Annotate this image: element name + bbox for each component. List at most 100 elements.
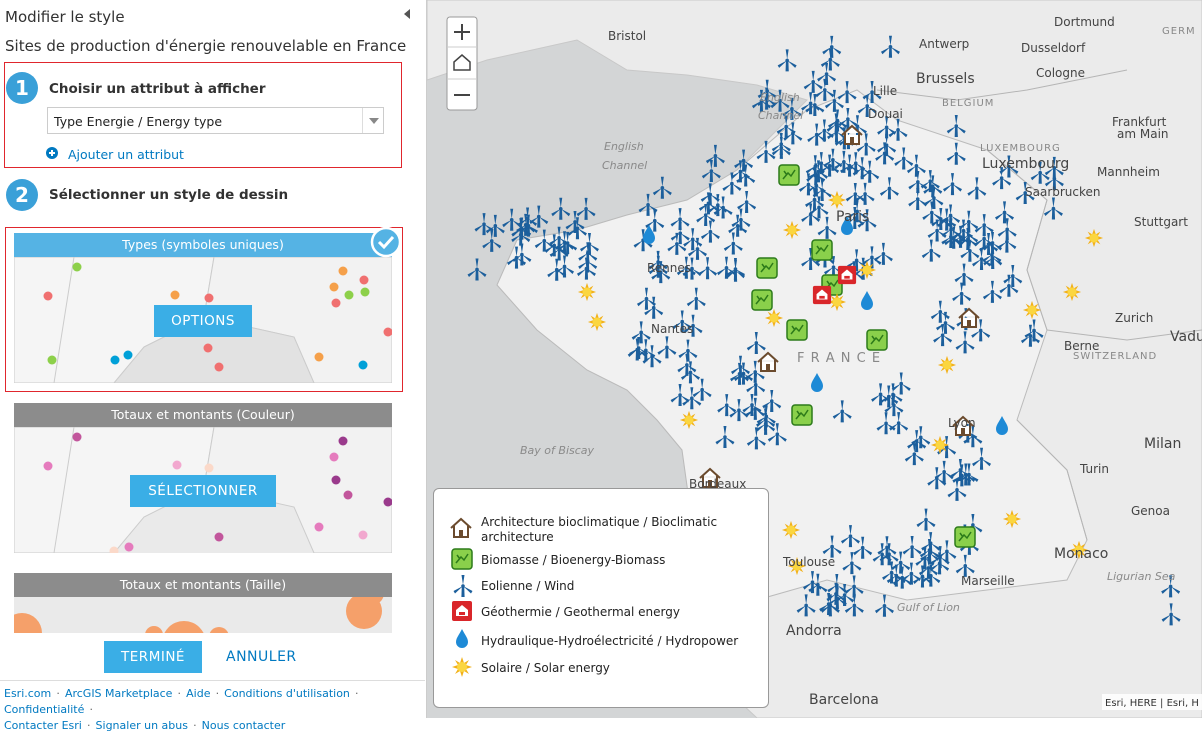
city-label: Toulouse	[782, 555, 835, 569]
biomass-marker	[786, 319, 808, 341]
city-label: Berne	[1064, 339, 1099, 353]
legend-icon	[451, 548, 473, 570]
panel-title: Modifier le style	[5, 8, 125, 26]
legend-icon	[452, 601, 472, 621]
city-label: Douai	[868, 107, 903, 121]
country-label: BELGIUM	[942, 98, 994, 109]
biomass-marker	[866, 329, 888, 351]
city-label: Zurich	[1115, 311, 1153, 325]
footer-link[interactable]: Signaler un abus	[95, 719, 188, 732]
divider	[0, 680, 425, 681]
water-label: English	[760, 91, 800, 104]
separator: ·	[193, 719, 197, 732]
step-number: 2	[6, 179, 38, 211]
done-button[interactable]: TERMINÉ	[104, 641, 202, 673]
zoom-in[interactable]	[454, 24, 470, 40]
city-label: Rennes	[647, 261, 691, 275]
city-label: Marseille	[961, 574, 1015, 588]
options-button[interactable]: OPTIONS	[154, 305, 252, 337]
biomass-marker	[791, 404, 813, 426]
city-label: am Main	[1117, 127, 1169, 141]
card-title: Types (symboles uniques)	[14, 233, 392, 257]
city-label: Nantes	[651, 322, 693, 336]
legend-icon	[452, 657, 472, 677]
city-label: Lyon	[948, 416, 976, 430]
legend-icon	[456, 629, 468, 648]
city-label: Bordeaux	[689, 477, 746, 491]
country-label: F R A N C E	[797, 351, 881, 366]
cancel-button[interactable]: ANNULER	[226, 649, 297, 665]
legend-label: Hydraulique-Hydroélectricité / Hydropowe…	[481, 634, 739, 648]
geothermal-marker	[812, 285, 832, 305]
city-label: Antwerp	[919, 37, 969, 51]
footer-link[interactable]: Confidentialité	[4, 703, 85, 716]
dropdown-arrow	[369, 118, 379, 124]
city-label: Frankfurt	[1112, 115, 1167, 129]
card-title: Totaux et montants (Taille)	[14, 573, 392, 597]
footer-link[interactable]: ArcGIS Marketplace	[64, 687, 173, 700]
step-heading: Choisir un attribut à afficher	[49, 81, 266, 97]
biomass-marker	[756, 257, 778, 279]
step-number: 1	[6, 72, 38, 104]
card-preview	[14, 581, 392, 633]
separator: ·	[355, 687, 359, 700]
city-label: Genoa	[1131, 504, 1170, 518]
legend-label: Architecture bioclimatique / Bioclimatic…	[481, 515, 718, 544]
highlight-box	[4, 62, 402, 168]
select-button[interactable]: SÉLECTIONNER	[130, 475, 276, 507]
water-label: Bay of Biscay	[520, 444, 595, 457]
preview-dots	[43, 432, 392, 553]
city-label: Paris	[836, 209, 869, 225]
city-label: Vaduz	[1170, 329, 1202, 345]
home-button[interactable]	[453, 54, 471, 71]
city-label: Andorra	[786, 623, 842, 639]
legend-icon	[449, 517, 473, 539]
select-value: Type Energie / Energy type	[54, 114, 223, 129]
biomass-marker	[751, 289, 773, 311]
legend-icon	[453, 575, 473, 597]
separator: ·	[89, 703, 93, 716]
city-label: Saarbrucken	[1025, 185, 1101, 199]
legend: Architecture bioclimatique / Bioclimatic…	[433, 488, 769, 708]
footer-link[interactable]: Esri.com	[4, 687, 52, 700]
legend-label: Géothermie / Geothermal energy	[481, 605, 680, 619]
city-label: Stuttgart	[1134, 215, 1188, 229]
footer-link[interactable]: Conditions d'utilisation	[224, 687, 350, 700]
add-attribute-link[interactable]: Ajouter un attribut	[68, 147, 184, 162]
city-label: Turin	[1079, 462, 1109, 476]
city-label: Cologne	[1036, 66, 1085, 80]
add-icon[interactable]	[46, 147, 58, 159]
zoom-control	[446, 16, 478, 111]
separator: ·	[86, 719, 91, 732]
water-label: Gulf of Lion	[897, 601, 960, 614]
attribute-select[interactable]: Type Energie / Energy type	[47, 107, 384, 134]
country-label: GERM	[1162, 26, 1196, 37]
biomass-marker	[811, 239, 833, 261]
style-card[interactable]: Totaux et montants (Taille)	[14, 573, 392, 633]
city-label: Brussels	[916, 71, 975, 87]
footer-link[interactable]: Aide	[186, 687, 211, 700]
collapse-button[interactable]	[402, 8, 412, 20]
city-label: Luxembourg	[982, 156, 1069, 172]
biomass-marker	[778, 164, 800, 186]
style-card[interactable]: Totaux et montants (Couleur) SÉLECTIONNE…	[14, 403, 392, 553]
legend-label: Biomasse / Bioenergy-Biomass	[481, 553, 666, 567]
attribution-bg	[1102, 694, 1202, 710]
footer: Esri.com · ArcGIS Marketplace · Aide · C…	[4, 685, 424, 733]
attribution: Esri, HERE | Esri, H	[1105, 698, 1199, 709]
city-label: Bristol	[608, 29, 646, 43]
city-label: Monaco	[1054, 546, 1108, 562]
city-label: Lille	[873, 84, 897, 98]
footer-link[interactable]: Nous contacter	[201, 719, 286, 732]
city-label: Barcelona	[809, 692, 879, 708]
city-label: Dortmund	[1054, 15, 1115, 29]
water-label: Ligurian Sea	[1107, 570, 1176, 583]
step-heading: Sélectionner un style de dessin	[49, 187, 289, 203]
preview-dots	[43, 262, 392, 372]
city-label: Milan	[1144, 436, 1181, 452]
biomass-marker	[954, 526, 976, 548]
footer-link[interactable]: Contacter Esri	[4, 719, 82, 732]
style-card[interactable]: Types (symboles uniques) OPTIONS	[14, 233, 392, 383]
separator: ·	[56, 687, 60, 700]
